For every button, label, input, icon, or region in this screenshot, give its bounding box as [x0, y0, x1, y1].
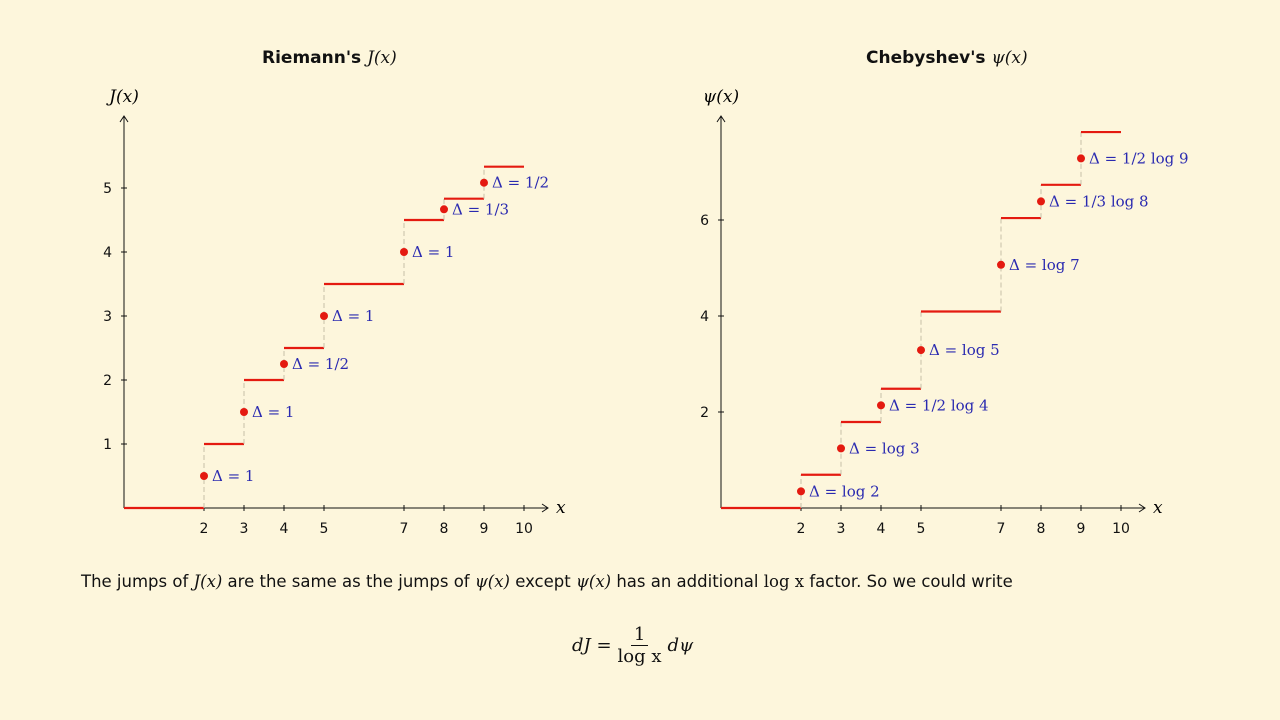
chart-0: x J(x) 2 3 4 5 7 8 9 10 1 2 3 4 5 Δ = 1 Δ = 1 Δ = 1/2 Δ = … [103, 87, 566, 537]
jump-midpoint [480, 178, 488, 187]
x-tick-label: 7 [400, 521, 409, 537]
y-axis-label: ψ(x) [703, 87, 739, 107]
jump-label: Δ = 1/3 log 8 [1049, 192, 1149, 210]
y-tick-label: 6 [700, 213, 709, 229]
x-tick-label: 8 [440, 521, 449, 537]
jump-label: Δ = 1 [332, 307, 374, 325]
title-prefix: Riemann's [262, 48, 362, 68]
y-axis-label: J(x) [106, 87, 139, 107]
x-tick-label: 3 [837, 521, 846, 537]
title-function: J(x) [367, 48, 397, 68]
jump-midpoint [1077, 154, 1085, 163]
jump-label: Δ = 1 [412, 243, 454, 261]
jump-label: Δ = log 2 [809, 482, 880, 500]
jump-midpoint [1037, 197, 1045, 206]
x-tick-label: 4 [280, 521, 289, 537]
chart-1: x ψ(x) 2 3 4 5 7 8 9 10 2 4 6 Δ = log 2 Δ = log 3 Δ = 1… [700, 87, 1189, 537]
right-chart-title: Chebyshev's ψ(x) [866, 48, 1028, 68]
jump-midpoint [280, 360, 288, 368]
x-tick-label: 5 [917, 521, 926, 537]
jump-midpoint [200, 472, 208, 480]
jump-label: Δ = 1/2 [492, 174, 549, 192]
x-tick-label: 8 [1037, 521, 1046, 537]
y-tick-label: 4 [700, 309, 709, 325]
jump-midpoint [837, 444, 845, 453]
jump-midpoint [917, 346, 925, 355]
y-axis-arrow [716, 115, 726, 123]
jump-label: Δ = log 7 [1009, 256, 1080, 274]
jump-midpoint [320, 312, 328, 320]
x-axis-arrow [1138, 503, 1146, 513]
jump-label: Δ = 1 [252, 403, 294, 421]
y-axis-arrow [119, 115, 129, 123]
x-tick-label: 9 [1077, 521, 1086, 537]
fraction-numerator: 1 [630, 624, 649, 646]
fraction-denominator: log x [617, 646, 662, 667]
jump-midpoint [877, 401, 885, 410]
jump-midpoint [440, 205, 448, 214]
y-tick-label: 2 [700, 405, 709, 421]
x-tick-label: 5 [320, 521, 329, 537]
y-tick-label: 1 [103, 437, 112, 453]
x-axis-arrow [541, 503, 549, 513]
x-tick-label: 10 [515, 521, 533, 537]
jump-label: Δ = 1 [212, 467, 254, 485]
title-prefix: Chebyshev's [866, 48, 986, 68]
x-tick-label: 7 [997, 521, 1006, 537]
jump-label: Δ = 1/2 log 4 [889, 396, 989, 414]
equation-lhs: dJ = [572, 635, 612, 656]
jump-label: Δ = 1/2 log 9 [1089, 149, 1189, 167]
x-tick-label: 9 [480, 521, 489, 537]
jump-midpoint [997, 260, 1005, 269]
y-tick-label: 5 [103, 181, 112, 197]
jump-midpoint [240, 408, 248, 416]
equation-fraction: 1 log x [618, 624, 662, 667]
jump-label: Δ = 1/2 [292, 355, 349, 373]
x-axis-label: x [1153, 498, 1163, 518]
x-tick-label: 3 [240, 521, 249, 537]
jump-midpoint [797, 487, 805, 496]
jump-label: Δ = 1/3 [452, 200, 509, 218]
left-chart-title: Riemann's J(x) [262, 48, 397, 68]
jump-midpoint [400, 248, 408, 256]
y-tick-label: 2 [103, 373, 112, 389]
caption-text: The jumps of J(x) are the same as the ju… [81, 572, 1013, 591]
x-tick-label: 2 [200, 521, 209, 537]
x-axis-label: x [556, 498, 566, 518]
y-tick-label: 4 [103, 245, 112, 261]
jump-label: Δ = log 5 [929, 341, 1000, 359]
title-function: ψ(x) [991, 48, 1028, 68]
x-tick-label: 10 [1112, 521, 1130, 537]
equation: dJ = 1 log x dψ [572, 624, 693, 667]
y-tick-label: 3 [103, 309, 112, 325]
x-tick-label: 4 [877, 521, 886, 537]
x-tick-label: 2 [797, 521, 806, 537]
jump-label: Δ = log 3 [849, 439, 920, 457]
equation-rhs: dψ [667, 635, 694, 656]
